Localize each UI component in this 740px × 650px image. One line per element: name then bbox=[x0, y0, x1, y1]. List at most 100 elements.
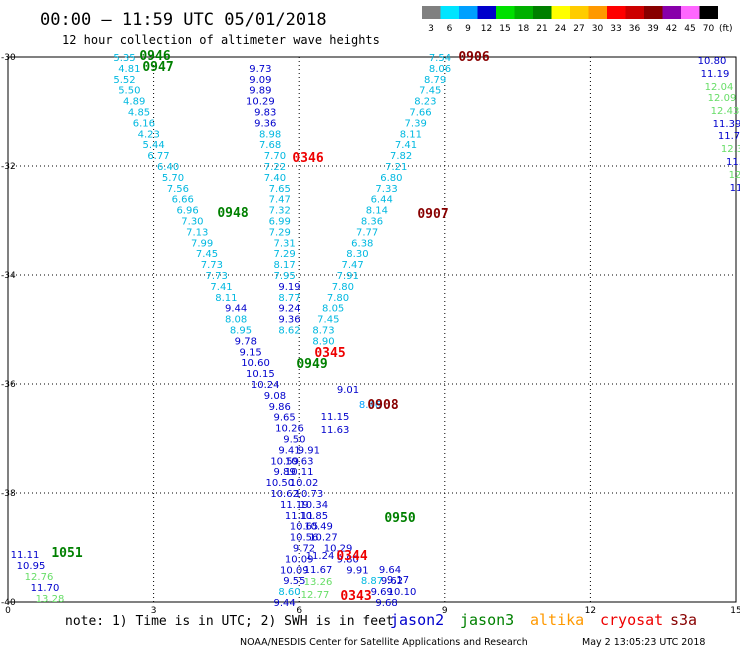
legend-s3a: s3a bbox=[670, 611, 697, 629]
credit-line: NOAA/NESDIS Center for Satellite Applica… bbox=[240, 637, 528, 648]
wave-height-point: 7.91 bbox=[337, 271, 359, 282]
extra-wave-value: 11.15 bbox=[321, 412, 350, 423]
wave-height-point: 9.09 bbox=[249, 75, 271, 86]
left-edge-value: 13.28 bbox=[36, 594, 65, 605]
scale-tick-label: 36 bbox=[629, 24, 641, 34]
scale-swatch bbox=[551, 6, 570, 19]
wave-height-point: 4.85 bbox=[128, 108, 150, 119]
y-tick-label: -30 bbox=[1, 53, 16, 63]
scale-swatch bbox=[477, 6, 496, 19]
wave-height-point: 9.91 bbox=[298, 445, 320, 456]
wave-height-point: 8.60 bbox=[278, 587, 300, 598]
wave-height-point: 7.77 bbox=[356, 227, 378, 238]
left-edge-value: 11.70 bbox=[31, 583, 60, 594]
page-title: 00:00 – 11:59 UTC 05/01/2018 bbox=[40, 10, 327, 30]
extra-wave-value: 9.17 bbox=[387, 575, 409, 586]
extra-wave-value: 8.46 bbox=[359, 400, 381, 411]
wave-height-point: 7.29 bbox=[274, 249, 296, 260]
color-scale-legend: 3 6 9 12 15 18 21 24 27 30 33 36 39 42 45 70 bbox=[422, 6, 718, 34]
left-edge-value: 10.95 bbox=[17, 561, 46, 572]
scale-tick-label: 3 bbox=[428, 24, 434, 34]
y-tick-label: -36 bbox=[1, 380, 16, 390]
wave-height-point: 9.36 bbox=[254, 118, 276, 129]
satellite-legend: jason2 jason3 altika cryosat s3a bbox=[390, 611, 697, 629]
wave-height-point: 9.89 bbox=[274, 467, 296, 478]
wave-height-point: 9.83 bbox=[254, 108, 276, 119]
scale-swatch bbox=[422, 6, 441, 19]
scale-swatch bbox=[533, 6, 552, 19]
generated-timestamp: May 2 13:05:23 UTC 2018 bbox=[582, 637, 705, 648]
wave-height-point: 7.13 bbox=[186, 227, 208, 238]
wave-height-point: 7.41 bbox=[210, 282, 232, 293]
wave-height-point: 10.09 bbox=[285, 554, 314, 565]
scale-swatch bbox=[662, 6, 681, 19]
right-edge-value: 12 bbox=[729, 170, 740, 181]
pass-time-label: 1051 bbox=[51, 546, 82, 561]
extra-wave-value: 11.67 bbox=[304, 565, 333, 576]
extra-wave-value: 9.64 bbox=[379, 565, 401, 576]
scale-swatch bbox=[570, 6, 589, 19]
page-subtitle: 12 hour collection of altimeter wave hei… bbox=[62, 33, 380, 47]
wave-height-point: 7.73 bbox=[206, 271, 228, 282]
scale-tick-label: 30 bbox=[592, 24, 604, 34]
wave-height-point: 10.27 bbox=[309, 533, 338, 544]
right-edge-value: 11 bbox=[730, 183, 740, 194]
wave-height-point: 6.44 bbox=[371, 195, 393, 206]
scale-swatch bbox=[625, 6, 644, 19]
wave-height-point: 8.90 bbox=[312, 336, 334, 347]
wave-height-point: 8.87 bbox=[361, 576, 383, 587]
wave-height-point: 5.50 bbox=[118, 86, 140, 97]
wave-height-point: 7.66 bbox=[409, 108, 431, 119]
wave-height-point: 7.47 bbox=[269, 195, 291, 206]
wave-height-point: 8.62 bbox=[278, 326, 300, 337]
wave-height-point: 9.36 bbox=[278, 315, 300, 326]
wave-height-point: 7.73 bbox=[201, 260, 223, 271]
scale-swatch bbox=[607, 6, 626, 19]
wave-height-point: 10.56 bbox=[290, 533, 319, 544]
wave-height-point: 8.30 bbox=[346, 249, 368, 260]
pass-time-label: 0947 bbox=[142, 60, 173, 75]
x-tick-label: 6 bbox=[296, 606, 302, 616]
wave-height-point: 7.39 bbox=[405, 118, 427, 129]
wave-height-point: 9.55 bbox=[283, 576, 305, 587]
wave-height-point: 10.85 bbox=[299, 511, 328, 522]
wave-height-point: 9.44 bbox=[274, 598, 296, 609]
wave-height-point: 7.22 bbox=[264, 162, 286, 173]
wave-height-point: 9.86 bbox=[269, 402, 291, 413]
extra-values: 9.018.46 11.15 11.63 11.24 11.67 9.649.629.17… bbox=[11, 56, 740, 605]
track-jason2: 9.739.099.8910.299.839.368.987.687.707.2… bbox=[246, 64, 301, 337]
wave-height-point: 9.68 bbox=[375, 598, 397, 609]
wave-height-point: 4.81 bbox=[118, 64, 140, 75]
wave-height-point: 9.73 bbox=[249, 64, 271, 75]
wave-height-point: 10.11 bbox=[285, 467, 314, 478]
x-tick-label: 3 bbox=[151, 606, 157, 616]
wave-height-point: 9.24 bbox=[278, 304, 300, 315]
right-edge-value: 11.19 bbox=[701, 69, 730, 80]
wave-height-point: 10.63 bbox=[285, 456, 314, 467]
scale-swatch bbox=[514, 6, 533, 19]
wave-height-point: 11.11 bbox=[285, 511, 314, 522]
left-edge-value: 11.11 bbox=[11, 550, 40, 561]
wave-height-point: 7.30 bbox=[181, 217, 203, 228]
wave-height-point: 8.06 bbox=[429, 64, 451, 75]
pass-time-label: 0345 bbox=[314, 346, 345, 361]
wave-height-tracks: 5.354.815.525.504.894.856.164.235.446.77… bbox=[113, 53, 451, 609]
wave-height-point: 7.65 bbox=[269, 184, 291, 195]
track-jason2: 9.4110.599.8910.5010.6211.1911.1110.6510… bbox=[265, 445, 318, 609]
wave-height-point: 11.19 bbox=[280, 500, 309, 511]
wave-height-point: 10.34 bbox=[299, 500, 328, 511]
wave-height-point: 10.24 bbox=[251, 380, 280, 391]
right-edge-value: 12.09 bbox=[708, 93, 737, 104]
footer-note: note: 1) Time is in UTC; 2) SWH is in fe… bbox=[65, 614, 394, 629]
wave-height-point: 4.89 bbox=[123, 97, 145, 108]
scale-tick-label: 15 bbox=[499, 24, 510, 34]
wave-height-point: 8.11 bbox=[400, 129, 422, 140]
scale-tick-label: 9 bbox=[465, 24, 471, 34]
scale-tick-label: 18 bbox=[518, 24, 530, 34]
scale-tick-label: 27 bbox=[573, 24, 584, 34]
wave-height-point: 5.52 bbox=[113, 75, 135, 86]
right-edge-value: 12.43 bbox=[711, 106, 740, 117]
wave-height-point: 7.32 bbox=[269, 206, 291, 217]
